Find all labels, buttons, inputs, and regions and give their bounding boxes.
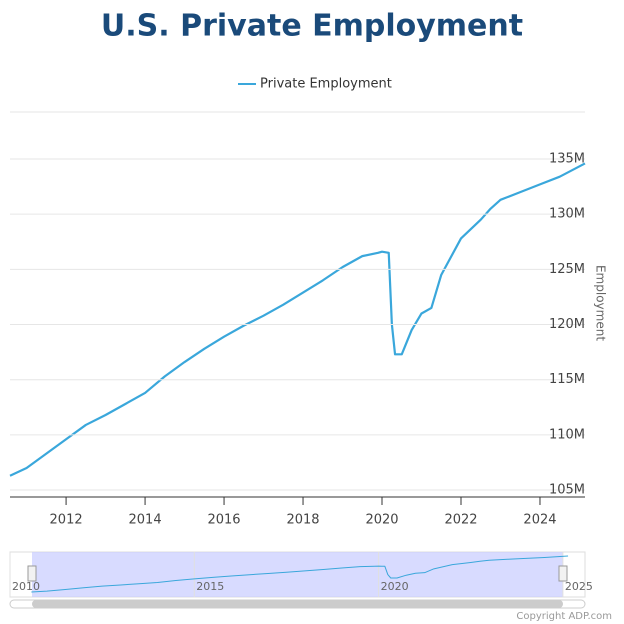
credit: Copyright ADP.com xyxy=(516,611,612,622)
y-tick-label: 130M xyxy=(549,207,585,222)
x-tick-label: 2014 xyxy=(129,513,162,528)
navigator-handle[interactable] xyxy=(558,565,568,582)
x-tick-label: 2024 xyxy=(523,513,556,528)
y-tick-label: 120M xyxy=(549,317,585,332)
y-axis-title: Employment xyxy=(594,265,608,341)
y-tick-label: 125M xyxy=(549,262,585,277)
navigator-selection[interactable] xyxy=(32,552,563,597)
navigator-tick-label: 2010 xyxy=(12,580,40,593)
navigator-handle[interactable] xyxy=(27,565,37,582)
legend-label[interactable]: Private Employment xyxy=(260,77,392,92)
x-tick-label: 2022 xyxy=(444,513,477,528)
x-tick-label: 2012 xyxy=(50,513,83,528)
chart-title: U.S. Private Employment xyxy=(101,9,523,44)
navigator-line xyxy=(31,555,569,593)
x-tick-label: 2018 xyxy=(286,513,319,528)
navigator-tick-label: 2025 xyxy=(565,580,593,593)
x-tick-label: 2016 xyxy=(207,513,240,528)
y-tick-label: 115M xyxy=(549,372,585,387)
y-tick-label: 105M xyxy=(549,483,585,498)
line xyxy=(9,162,586,477)
navigator-tick-label: 2020 xyxy=(381,580,409,593)
y-tick-label: 135M xyxy=(549,152,585,167)
navigator-tick-label: 2015 xyxy=(196,580,224,593)
y-tick-label: 110M xyxy=(549,427,585,442)
scrollbar-thumb[interactable] xyxy=(32,600,563,608)
x-tick-label: 2020 xyxy=(365,513,398,528)
